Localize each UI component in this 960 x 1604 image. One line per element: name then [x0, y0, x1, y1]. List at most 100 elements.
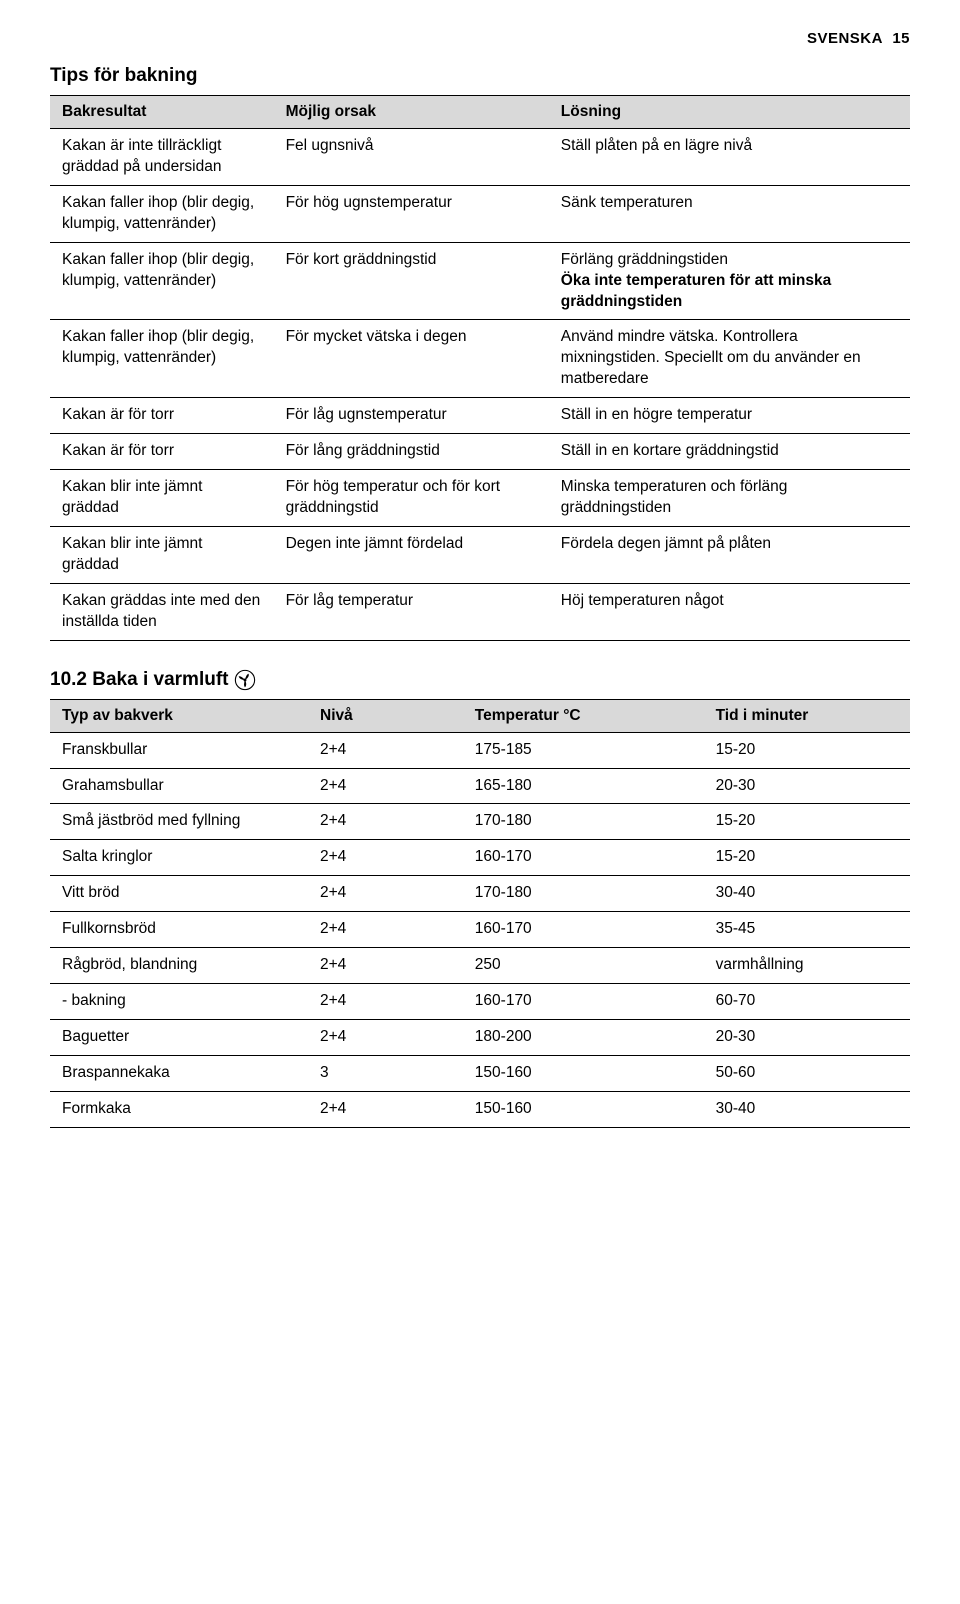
col-typ: Typ av bakverk — [50, 699, 308, 732]
cell: 15-20 — [704, 804, 910, 840]
cell: 2+4 — [308, 732, 463, 768]
table-row: Vitt bröd 2+4 170-180 30-40 — [50, 876, 910, 912]
cell: - bakning — [50, 984, 308, 1020]
cell: Ställ in en kortare gräddningstid — [549, 434, 910, 470]
table-row: Rågbröd, blandning 2+4 250 varmhållning — [50, 948, 910, 984]
cell: Franskbullar — [50, 732, 308, 768]
section2-title-row: 10.2 Baka i varmluft — [50, 669, 910, 691]
cell: Kakan faller ihop (blir degig, klumpig, … — [50, 242, 274, 320]
table-row: Fullkornsbröd 2+4 160-170 35-45 — [50, 912, 910, 948]
cell: Ställ in en högre temperatur — [549, 398, 910, 434]
table-row: Kakan är för torr För låg ugnstemperatur… — [50, 398, 910, 434]
cell: 160-170 — [463, 912, 704, 948]
table-header-row: Typ av bakverk Nivå Temperatur °C Tid i … — [50, 699, 910, 732]
table-row: Kakan blir inte jämnt gräddad För hög te… — [50, 470, 910, 527]
cell: Baguetter — [50, 1019, 308, 1055]
cell: För kort gräddningstid — [274, 242, 549, 320]
tips-table: Bakresultat Möjlig orsak Lösning Kakan ä… — [50, 95, 910, 641]
cell: Grahamsbullar — [50, 768, 308, 804]
cell: varmhållning — [704, 948, 910, 984]
cell: Kakan faller ihop (blir degig, klumpig, … — [50, 185, 274, 242]
cell: Formkaka — [50, 1091, 308, 1127]
cell: För mycket vätska i degen — [274, 320, 549, 398]
cell: För hög temperatur och för kort gräddnin… — [274, 470, 549, 527]
section1-title: Tips för bakning — [50, 65, 910, 87]
cell: Små jästbröd med fyllning — [50, 804, 308, 840]
cell: 150-160 — [463, 1091, 704, 1127]
cell: 160-170 — [463, 840, 704, 876]
cell: 20-30 — [704, 768, 910, 804]
cell: För lång gräddningstid — [274, 434, 549, 470]
cell: 250 — [463, 948, 704, 984]
cell: Vitt bröd — [50, 876, 308, 912]
cell: 2+4 — [308, 1091, 463, 1127]
cell: Kakan blir inte jämnt gräddad — [50, 526, 274, 583]
cell: Rågbröd, blandning — [50, 948, 308, 984]
cell: Kakan gräddas inte med den inställda tid… — [50, 583, 274, 640]
cell: Fel ugnsnivå — [274, 129, 549, 186]
cell: 170-180 — [463, 876, 704, 912]
table-row: Små jästbröd med fyllning 2+4 170-180 15… — [50, 804, 910, 840]
cell-bold: Öka inte temperaturen för att minska grä… — [561, 272, 831, 310]
cell: 2+4 — [308, 804, 463, 840]
table-row: Salta kringlor 2+4 160-170 15-20 — [50, 840, 910, 876]
cell: 170-180 — [463, 804, 704, 840]
cell: Använd mindre vätska. Kontrollera mixnin… — [549, 320, 910, 398]
header-pagenum: 15 — [892, 30, 910, 47]
table-row: Kakan är för torr För lång gräddningstid… — [50, 434, 910, 470]
table-row: Kakan faller ihop (blir degig, klumpig, … — [50, 185, 910, 242]
cell: Fullkornsbröd — [50, 912, 308, 948]
table-row: Formkaka 2+4 150-160 30-40 — [50, 1091, 910, 1127]
cell: 50-60 — [704, 1055, 910, 1091]
tips-tbody: Kakan är inte tillräckligt gräddad på un… — [50, 129, 910, 641]
cell: 165-180 — [463, 768, 704, 804]
table-row: - bakning 2+4 160-170 60-70 — [50, 984, 910, 1020]
cell: Kakan blir inte jämnt gräddad — [50, 470, 274, 527]
cell: Kakan är inte tillräckligt gräddad på un… — [50, 129, 274, 186]
cell: Förläng gräddningstiden Öka inte tempera… — [549, 242, 910, 320]
col-tid: Tid i minuter — [704, 699, 910, 732]
cell: 15-20 — [704, 732, 910, 768]
table-row: Kakan blir inte jämnt gräddad Degen inte… — [50, 526, 910, 583]
cell: 2+4 — [308, 912, 463, 948]
cell: Braspannekaka — [50, 1055, 308, 1091]
cell: 180-200 — [463, 1019, 704, 1055]
cell: 20-30 — [704, 1019, 910, 1055]
cell: 2+4 — [308, 768, 463, 804]
cell: 175-185 — [463, 732, 704, 768]
cell: 2+4 — [308, 876, 463, 912]
cell: 150-160 — [463, 1055, 704, 1091]
cell-text: Förläng gräddningstiden — [561, 251, 728, 268]
section2-title: 10.2 Baka i varmluft — [50, 669, 228, 691]
cell: Degen inte jämnt fördelad — [274, 526, 549, 583]
table-row: Kakan faller ihop (blir degig, klumpig, … — [50, 320, 910, 398]
col-niva: Nivå — [308, 699, 463, 732]
table-row: Kakan är inte tillräckligt gräddad på un… — [50, 129, 910, 186]
cell: Kakan är för torr — [50, 434, 274, 470]
cell: Kakan faller ihop (blir degig, klumpig, … — [50, 320, 274, 398]
header-language: SVENSKA — [807, 30, 883, 47]
table-row: Braspannekaka 3 150-160 50-60 — [50, 1055, 910, 1091]
col-orsak: Möjlig orsak — [274, 96, 549, 129]
cell: 2+4 — [308, 1019, 463, 1055]
cell: För låg ugnstemperatur — [274, 398, 549, 434]
table-row: Kakan gräddas inte med den inställda tid… — [50, 583, 910, 640]
col-bakresultat: Bakresultat — [50, 96, 274, 129]
table-row: Franskbullar 2+4 175-185 15-20 — [50, 732, 910, 768]
table-row: Kakan faller ihop (blir degig, klumpig, … — [50, 242, 910, 320]
cell: 2+4 — [308, 984, 463, 1020]
cell: Höj temperaturen något — [549, 583, 910, 640]
cell: 30-40 — [704, 1091, 910, 1127]
cell: Fördela degen jämnt på plåten — [549, 526, 910, 583]
cell: För hög ugnstemperatur — [274, 185, 549, 242]
cell: För låg temperatur — [274, 583, 549, 640]
cell: Minska temperaturen och förläng gräddnin… — [549, 470, 910, 527]
cell: Ställ plåten på en lägre nivå — [549, 129, 910, 186]
page-header: SVENSKA 15 — [50, 30, 910, 47]
cell: 3 — [308, 1055, 463, 1091]
cell: 15-20 — [704, 840, 910, 876]
cell: Kakan är för torr — [50, 398, 274, 434]
table-row: Grahamsbullar 2+4 165-180 20-30 — [50, 768, 910, 804]
fan-icon — [234, 669, 256, 691]
cell: Sänk temperaturen — [549, 185, 910, 242]
